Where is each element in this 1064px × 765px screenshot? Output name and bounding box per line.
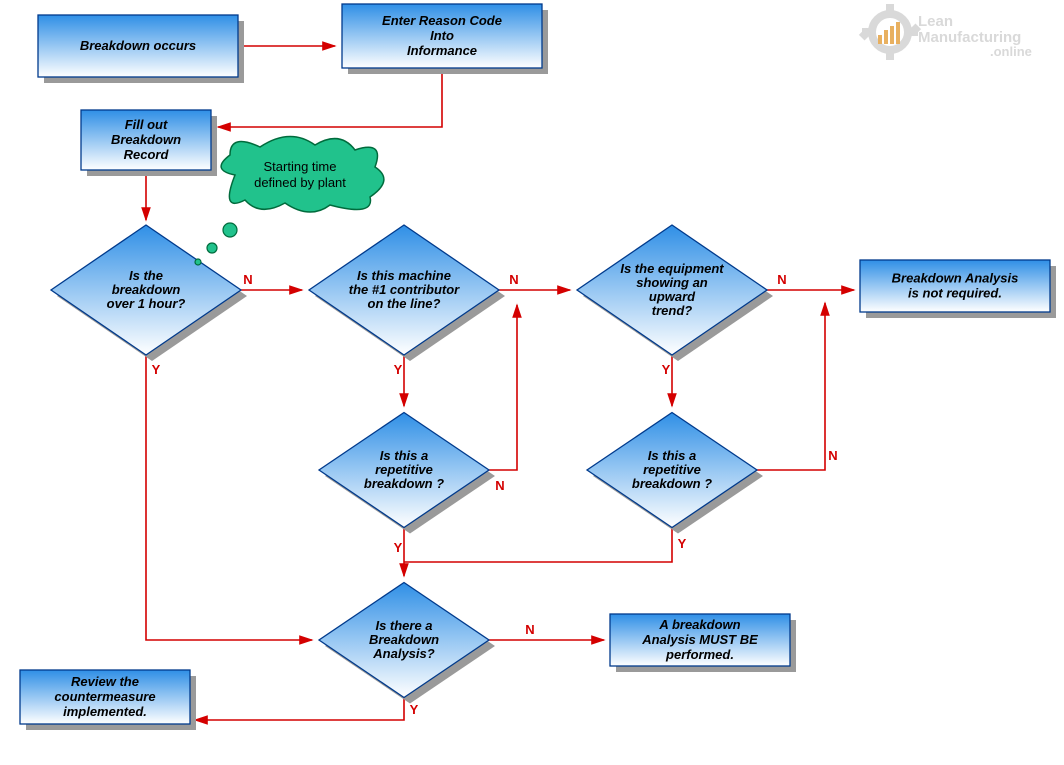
cloud-bubble bbox=[207, 243, 217, 253]
node-label: Analysis MUST BE bbox=[641, 632, 758, 647]
edge-label: Y bbox=[152, 362, 161, 377]
flow-node-is_analysis: Is there aBreakdownAnalysis? bbox=[319, 583, 495, 704]
edge-label: Y bbox=[678, 536, 687, 551]
flow-node-fill_out: Fill outBreakdownRecord bbox=[81, 110, 217, 176]
flow-node-repetitive_2: Is this arepetitivebreakdown ? bbox=[587, 413, 763, 534]
svg-text:Lean: Lean bbox=[918, 13, 953, 30]
flow-edge bbox=[404, 527, 672, 562]
flow-edge bbox=[757, 303, 825, 470]
flowchart-canvas: Lean Manufacturing .online NNNYYYNNYYNY … bbox=[0, 0, 1064, 765]
flow-node-must_be: A breakdownAnalysis MUST BEperformed. bbox=[610, 614, 796, 672]
node-label: Informance bbox=[407, 43, 477, 58]
node-label: the #1 contributor bbox=[349, 282, 460, 297]
edge-label: Y bbox=[394, 362, 403, 377]
node-label: Is the bbox=[129, 268, 163, 283]
flow-node-enter_reason: Enter Reason CodeIntoInformance bbox=[342, 4, 548, 74]
flow-edge bbox=[195, 697, 404, 720]
cloud-bubble bbox=[195, 259, 201, 265]
node-label: Breakdown bbox=[111, 132, 181, 147]
flow-node-not_required: Breakdown Analysisis not required. bbox=[860, 260, 1056, 318]
edge-label: N bbox=[495, 478, 504, 493]
node-label: performed. bbox=[665, 647, 734, 662]
node-label: breakdown ? bbox=[364, 476, 444, 491]
svg-text:.online: .online bbox=[990, 44, 1032, 59]
node-label: Is this a bbox=[648, 448, 696, 463]
node-label: on the line? bbox=[368, 296, 441, 311]
node-label: Analysis? bbox=[372, 646, 434, 661]
node-label: Is there a bbox=[375, 618, 432, 633]
cloud-label: Starting time bbox=[264, 159, 337, 174]
edge-label: N bbox=[777, 272, 786, 287]
node-label: Is the equipment bbox=[620, 261, 724, 276]
edge-label: Y bbox=[662, 362, 671, 377]
flow-node-review: Review thecountermeasureimplemented. bbox=[20, 670, 196, 730]
node-label: repetitive bbox=[375, 462, 433, 477]
flow-edge bbox=[489, 305, 517, 470]
cloud-label: defined by plant bbox=[254, 175, 346, 190]
node-label: Is this a bbox=[380, 448, 428, 463]
node-label: breakdown bbox=[112, 282, 181, 297]
edge-label: N bbox=[509, 272, 518, 287]
flow-node-repetitive_1: Is this arepetitivebreakdown ? bbox=[319, 413, 495, 534]
annotation-cloud: Starting timedefined by plant bbox=[195, 136, 384, 265]
edge-label: Y bbox=[394, 540, 403, 555]
flow-edge bbox=[146, 355, 312, 640]
node-label: Record bbox=[124, 147, 170, 162]
node-label: Enter Reason Code bbox=[382, 13, 502, 28]
node-label: Breakdown Analysis bbox=[892, 271, 1019, 286]
node-label: implemented. bbox=[63, 704, 147, 719]
node-label: is not required. bbox=[908, 286, 1002, 301]
edge-label: Y bbox=[410, 702, 419, 717]
node-label: Is this machine bbox=[357, 268, 451, 283]
edge-label: N bbox=[243, 272, 252, 287]
node-label: repetitive bbox=[643, 462, 701, 477]
node-label: upward bbox=[649, 289, 696, 304]
logo-lean-manufacturing: Lean Manufacturing .online bbox=[859, 4, 1032, 60]
node-label: Into bbox=[430, 28, 454, 43]
flow-node-machine_1: Is this machinethe #1 contributoron the … bbox=[309, 225, 505, 361]
node-label: A breakdown bbox=[658, 617, 740, 632]
node-label: Review the bbox=[71, 674, 139, 689]
node-label: trend? bbox=[652, 303, 693, 318]
flow-node-upward_trend: Is the equipmentshowing anupwardtrend? bbox=[577, 225, 773, 361]
cloud-bubble bbox=[223, 223, 237, 237]
node-label: countermeasure bbox=[54, 689, 155, 704]
edge-label: N bbox=[828, 448, 837, 463]
node-label: Breakdown bbox=[369, 632, 439, 647]
node-label: showing an bbox=[636, 275, 708, 290]
flow-node-over_1_hour: Is thebreakdownover 1 hour? bbox=[51, 225, 247, 361]
node-label: Breakdown occurs bbox=[80, 38, 196, 53]
node-label: over 1 hour? bbox=[107, 296, 186, 311]
node-label: breakdown ? bbox=[632, 476, 712, 491]
flow-node-breakdown_occurs: Breakdown occurs bbox=[38, 15, 244, 83]
node-label: Fill out bbox=[125, 117, 168, 132]
flow-edge bbox=[218, 68, 442, 127]
edge-label: N bbox=[525, 622, 534, 637]
